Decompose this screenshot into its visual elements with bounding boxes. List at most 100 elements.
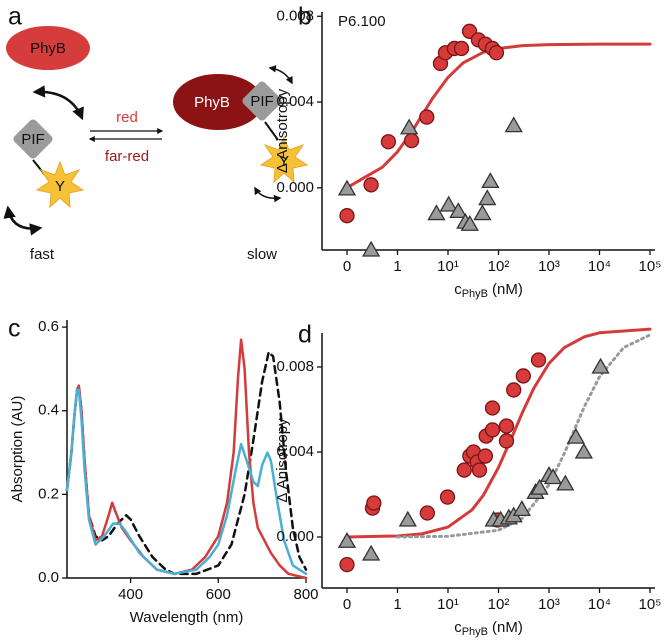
panel-label: b — [298, 3, 312, 31]
circle-point — [366, 495, 382, 511]
panel-a: a PhyB PIF Y fast red far-red PhyB PIF Y… — [3, 3, 309, 263]
circle-point — [471, 462, 488, 478]
circle-point — [363, 177, 379, 193]
triangle-point — [512, 500, 531, 517]
triangle-point — [427, 204, 446, 221]
circle-point — [339, 556, 355, 573]
pif-label: PIF — [21, 131, 44, 148]
x-axis-label: cPhyB (nM) — [454, 281, 523, 300]
x-label-subscript: PhyB — [462, 626, 488, 638]
triangle-point — [543, 468, 563, 485]
pif-shape — [13, 119, 53, 159]
triangle-point — [449, 202, 468, 219]
circle-point — [456, 462, 472, 478]
x-label-unit: (nM) — [492, 619, 523, 636]
x-axis-label: cPhyB (nM) — [454, 619, 523, 638]
pif-shape — [242, 81, 282, 121]
triangle-point — [473, 204, 492, 221]
panel-label: a — [8, 3, 22, 31]
circle-point — [515, 368, 531, 384]
y-axis-label: Δ Anisotropy — [274, 418, 291, 503]
circle-point — [419, 109, 435, 125]
triangle-point — [591, 357, 610, 374]
motion-arrow — [3, 205, 43, 236]
y-tick-label: 0.0 — [38, 569, 59, 586]
motion-arrow — [268, 65, 293, 85]
pif-label: PIF — [250, 93, 273, 110]
dynamics-label: fast — [30, 246, 55, 263]
x-label-symbol: c — [454, 619, 462, 636]
reverse-light: far-red — [105, 148, 149, 165]
x-tick-label: 10¹ — [437, 258, 459, 275]
circle-point — [506, 382, 522, 398]
linker — [264, 121, 279, 141]
line — [396, 333, 652, 539]
x-label-unit: (nM) — [492, 281, 523, 298]
x-tick-label: 1 — [393, 258, 401, 275]
circle-point — [477, 448, 494, 464]
triangle-point — [556, 474, 575, 491]
circle-point — [484, 422, 501, 438]
y-tick-label: 0.008 — [276, 358, 314, 375]
triangle-point — [400, 118, 419, 135]
triangle-point — [478, 189, 497, 206]
x-tick-label: 400 — [118, 586, 143, 603]
panel-label: d — [298, 321, 312, 349]
line — [345, 327, 652, 539]
forward-light: red — [116, 109, 138, 126]
x-label-subscript: PhyB — [462, 288, 488, 300]
fluorophore-label: Y — [55, 178, 65, 195]
circle-point — [403, 132, 420, 149]
triangle-point — [460, 214, 479, 231]
y-axis-label: Absorption (AU) — [9, 396, 26, 503]
panel-label: c — [8, 315, 21, 343]
triangle-point — [398, 510, 417, 527]
y-tick-label: 0.008 — [276, 7, 314, 24]
x-tick-label: 0 — [343, 258, 351, 275]
triangle-point — [337, 531, 357, 548]
x-axis-label: Wavelength (nm) — [130, 609, 244, 626]
line — [345, 42, 652, 190]
triangle-point — [481, 172, 500, 189]
y-tick-label: 0.2 — [38, 485, 59, 502]
y-tick-label: 0.004 — [276, 93, 314, 110]
x-label-symbol: c — [454, 281, 462, 298]
annotation: P6.100 — [338, 13, 386, 30]
fluorophore-shape — [259, 135, 309, 184]
y-tick-label: 0.004 — [276, 443, 314, 460]
x-tick-label: 600 — [206, 586, 231, 603]
circle-point — [488, 45, 505, 61]
phyb-shape — [6, 26, 90, 70]
circle-point — [453, 40, 470, 57]
motion-arrow — [32, 85, 84, 121]
circle-point — [498, 433, 515, 449]
x-tick-label: 10⁴ — [588, 596, 611, 613]
chart-panel: d 0.000 0.004 0.008 0 1 10¹ 10² 10³ 10⁴ 10⁵ Δ Aniso… — [274, 321, 661, 638]
chart-panel: b 0.000 0.004 0.008 0 1 10¹ 10² 10³ 10⁴ 10⁵ Δ Aniso… — [274, 3, 661, 300]
triangle-point — [504, 116, 523, 133]
fluorophore-shape — [35, 160, 85, 209]
triangle-point — [566, 427, 585, 444]
line — [65, 388, 308, 576]
triangle-point — [439, 195, 458, 212]
phyb-label: PhyB — [194, 94, 230, 111]
circle-point — [530, 352, 547, 368]
x-tick-label: 10³ — [538, 258, 560, 275]
y-axis-label: Δ Anisotropy — [274, 88, 291, 173]
y-tick-label: 0.000 — [276, 528, 314, 545]
x-tick-label: 10³ — [538, 596, 560, 613]
circle-point — [339, 208, 355, 224]
triangle-point — [337, 179, 357, 196]
y-tick-label: 0.4 — [38, 402, 59, 419]
phyb-label: PhyB — [30, 40, 66, 57]
circle-point — [498, 418, 515, 434]
y-tick-label: 0.000 — [276, 179, 314, 196]
line — [65, 350, 308, 576]
y-tick-label: 0.6 — [38, 318, 59, 335]
chart-panel: c 0.0 0.2 0.4 0.6 400 600 800 Absorption (AU) Wav… — [8, 315, 319, 626]
x-tick-label: 10⁴ — [588, 258, 611, 275]
circle-point — [419, 505, 435, 521]
x-tick-label: 10⁵ — [639, 258, 662, 275]
circle-point — [484, 400, 501, 416]
x-tick-label: 800 — [293, 586, 318, 603]
